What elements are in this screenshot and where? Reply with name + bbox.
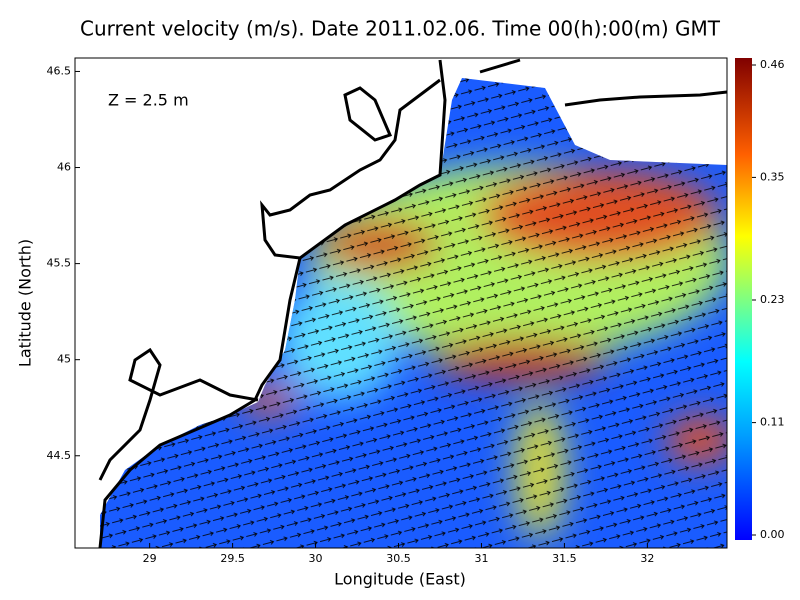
annotation: Z = 2.5 m: [108, 91, 189, 110]
y-tick-label: 45.5: [47, 257, 72, 270]
plot-frame: [74, 57, 728, 549]
colorbar-tick-label: 0.46: [760, 58, 785, 71]
x-tick-label: 32: [640, 552, 654, 565]
velocity-field: [100, 78, 727, 548]
y-tick-label: 45: [57, 353, 71, 366]
colorbar-tick-label: 0.00: [760, 528, 785, 541]
colorbar: [735, 58, 752, 540]
chart-title: Current velocity (m/s). Date 2011.02.06.…: [80, 17, 721, 41]
x-axis-label: Longitude (East): [334, 570, 466, 589]
x-tick-label: 31.5: [552, 552, 577, 565]
colorbar-tick-label: 0.23: [760, 293, 785, 306]
coastline: [98, 58, 728, 549]
x-tick-label: 31: [474, 552, 488, 565]
colorbar-tick-label: 0.11: [760, 416, 785, 429]
x-tick-label: 29.5: [220, 552, 245, 565]
y-tick-label: 46.5: [47, 64, 72, 77]
colorbar-tick-label: 0.35: [760, 170, 785, 183]
x-tick-label: 30: [309, 552, 323, 565]
y-tick-label: 46: [57, 161, 71, 174]
y-tick-label: 44.5: [47, 449, 72, 462]
x-tick-label: 30.5: [386, 552, 411, 565]
y-axis-label: Latitude (North): [16, 239, 35, 367]
x-tick-label: 29: [143, 552, 157, 565]
